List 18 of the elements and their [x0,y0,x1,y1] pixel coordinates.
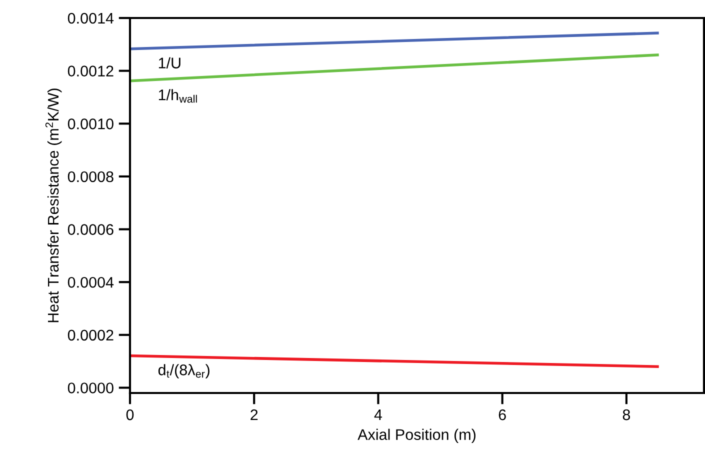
y-tick-label: 0.0008 [68,171,114,182]
series-label: 1/h$_{wall}$ [158,89,197,103]
y-tick-label: 0.0010 [68,118,114,130]
y-axis-title: Heat Transfer Resistance (m$^{2}$K/W) [45,88,62,322]
y-tick-label: 0.0014 [68,12,114,24]
y-tick-label: 0.0002 [68,330,114,341]
y-tick-label: 0.0012 [68,66,114,77]
x-tick-label: 8 [622,409,630,420]
x-tick-label: 0 [126,409,134,420]
x-tick-label: 4 [374,410,382,420]
x-tick-label: 2 [250,409,258,420]
x-axis-title: Axial Position (m) [358,428,476,444]
y-tick-label: 0.0004 [68,276,114,288]
y-tick-label: 0.0000 [68,382,114,394]
x-tick-label: 6 [498,409,506,420]
series-label: d$_{t}$/(8λ$_{er}$) [158,364,210,378]
series-label: 1/U [158,57,180,68]
y-tick-label: 0.0006 [68,224,114,235]
